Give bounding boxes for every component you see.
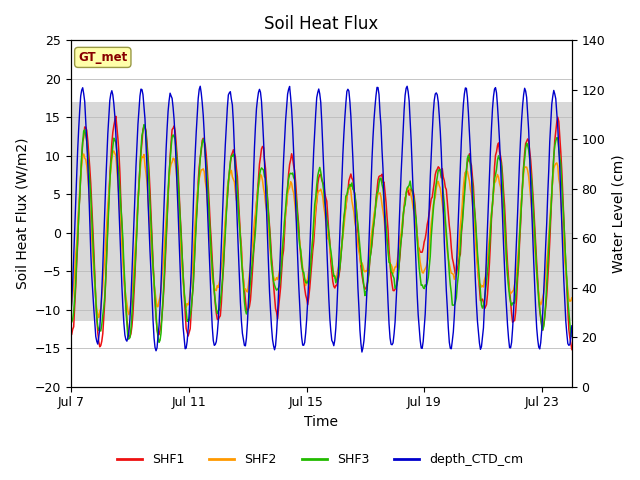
Title: Soil Heat Flux: Soil Heat Flux [264,15,378,33]
Y-axis label: Soil Heat Flux (W/m2): Soil Heat Flux (W/m2) [15,138,29,289]
X-axis label: Time: Time [304,415,339,429]
Text: GT_met: GT_met [78,51,127,64]
Bar [70,102,572,321]
Y-axis label: Water Level (cm): Water Level (cm) [611,154,625,273]
Legend: SHF1, SHF2, SHF3, depth_CTD_cm: SHF1, SHF2, SHF3, depth_CTD_cm [112,448,528,471]
